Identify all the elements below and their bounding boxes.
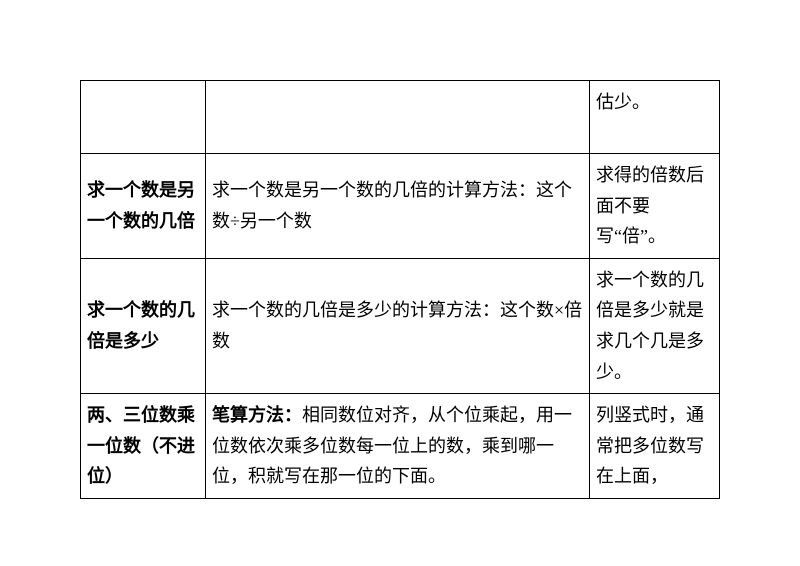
cell-text: 求一个数是另一个数的几倍 [87,180,195,231]
cell-text: 求一个数的几倍是多少就是求几个几是多少。 [596,270,704,382]
cell-note: 求得的倍数后面不要写“倍”。 [590,154,720,259]
cell-text: 求一个数是另一个数的几倍的计算方法：这个数÷另一个数 [212,180,572,231]
table-row: 求一个数是另一个数的几倍 求一个数是另一个数的几倍的计算方法：这个数÷另一个数 … [81,154,720,259]
cell-text: 求得的倍数后面不要写“倍”。 [596,165,704,246]
cell-note: 求一个数的几倍是多少就是求几个几是多少。 [590,258,720,393]
table-row: 两、三位数乘一位数（不进位） 笔算方法：相同数位对齐，从个位乘起，用一位数依次乘… [81,394,720,499]
cell-note: 估少。 [590,81,720,154]
cell-text: 列竖式时，通常把多位数写在上面， [596,405,704,486]
cell-prefix: 笔算方法： [212,405,302,425]
cell-desc [206,81,590,154]
cell-text: 两、三位数乘一位数（不进位） [87,405,195,486]
cell-desc: 笔算方法：相同数位对齐，从个位乘起，用一位数依次乘多位数每一位上的数，乘到哪一位… [206,394,590,499]
cell-topic: 求一个数的几倍是多少 [81,258,206,393]
cell-text: 求一个数的几倍是多少 [87,300,195,351]
table-row: 估少。 [81,81,720,154]
document-page: 估少。 求一个数是另一个数的几倍 求一个数是另一个数的几倍的计算方法：这个数÷另… [0,0,800,499]
cell-desc: 求一个数是另一个数的几倍的计算方法：这个数÷另一个数 [206,154,590,259]
cell-desc: 求一个数的几倍是多少的计算方法：这个数×倍数 [206,258,590,393]
cell-topic: 两、三位数乘一位数（不进位） [81,394,206,499]
cell-topic: 求一个数是另一个数的几倍 [81,154,206,259]
cell-text: 估少。 [596,92,650,112]
cell-note: 列竖式时，通常把多位数写在上面， [590,394,720,499]
table-row: 求一个数的几倍是多少 求一个数的几倍是多少的计算方法：这个数×倍数 求一个数的几… [81,258,720,393]
content-table: 估少。 求一个数是另一个数的几倍 求一个数是另一个数的几倍的计算方法：这个数÷另… [80,80,720,499]
cell-text: 求一个数的几倍是多少的计算方法：这个数×倍数 [212,300,582,351]
cell-topic [81,81,206,154]
